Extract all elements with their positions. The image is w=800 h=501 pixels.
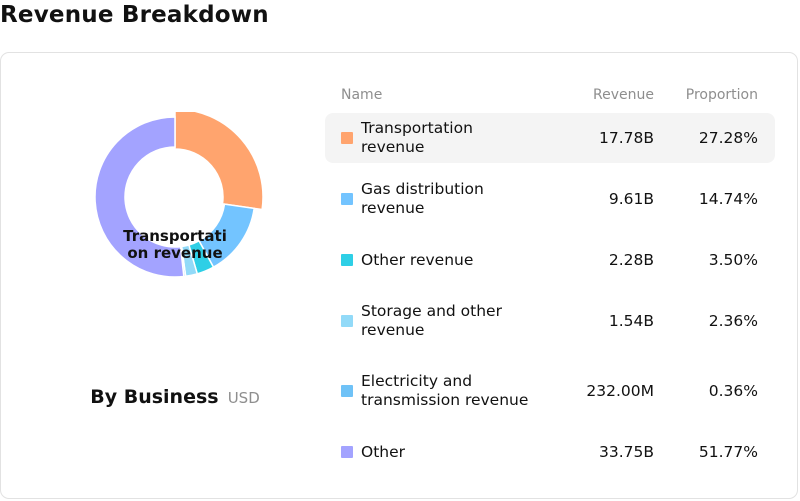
table-row[interactable]: Other revenue 2.28B 3.50% xyxy=(325,235,775,285)
table-row[interactable]: Transportation revenue 17.78B 27.28% xyxy=(325,113,775,163)
row-name: Other revenue xyxy=(361,250,474,269)
legend-swatch xyxy=(341,446,353,458)
table-row[interactable]: Other 33.75B 51.77% xyxy=(325,427,775,477)
legend-swatch xyxy=(341,132,353,144)
row-proportion: 51.77% xyxy=(698,443,758,461)
row-proportion: 0.36% xyxy=(708,382,758,400)
row-name: Storage and other revenue xyxy=(361,302,502,339)
row-name: Transportation revenue xyxy=(361,119,473,156)
revenue-table: Name Revenue Proportion Transportation r… xyxy=(325,84,775,477)
chart-caption: By Business USD xyxy=(0,386,350,408)
row-proportion: 3.50% xyxy=(708,251,758,269)
legend-swatch xyxy=(341,315,353,327)
header-revenue: Revenue xyxy=(593,87,654,103)
row-revenue: 1.54B xyxy=(608,312,654,330)
page-title: Revenue Breakdown xyxy=(0,2,269,28)
caption-unit: USD xyxy=(227,389,260,407)
legend-swatch xyxy=(341,385,353,397)
row-name: Gas distribution revenue xyxy=(361,180,484,217)
table-header: Name Revenue Proportion xyxy=(325,84,775,106)
table-row[interactable]: Electricity and transmission revenue 232… xyxy=(325,357,775,425)
row-revenue: 232.00M xyxy=(586,382,654,400)
donut-slice-transportation-revenue[interactable] xyxy=(174,112,264,211)
row-proportion: 14.74% xyxy=(698,190,758,208)
caption-title: By Business xyxy=(90,386,219,408)
row-revenue: 2.28B xyxy=(608,251,654,269)
row-revenue: 9.61B xyxy=(608,190,654,208)
donut-svg xyxy=(94,112,264,278)
legend-swatch xyxy=(341,193,353,205)
row-name: Other xyxy=(361,442,406,461)
donut-center-label: Transportation revenue xyxy=(123,227,227,262)
donut-slice-other[interactable] xyxy=(94,116,185,278)
row-name: Electricity and transmission revenue xyxy=(361,372,529,409)
header-proportion: Proportion xyxy=(685,87,758,103)
row-revenue: 17.78B xyxy=(598,129,654,147)
table-row[interactable]: Gas distribution revenue 9.61B 14.74% xyxy=(325,174,775,224)
donut-chart xyxy=(94,112,264,282)
legend-swatch xyxy=(341,254,353,266)
row-revenue: 33.75B xyxy=(598,443,654,461)
table-row[interactable]: Storage and other revenue 1.54B 2.36% xyxy=(325,296,775,346)
header-name: Name xyxy=(341,87,383,103)
row-proportion: 27.28% xyxy=(698,129,758,147)
row-proportion: 2.36% xyxy=(708,312,758,330)
